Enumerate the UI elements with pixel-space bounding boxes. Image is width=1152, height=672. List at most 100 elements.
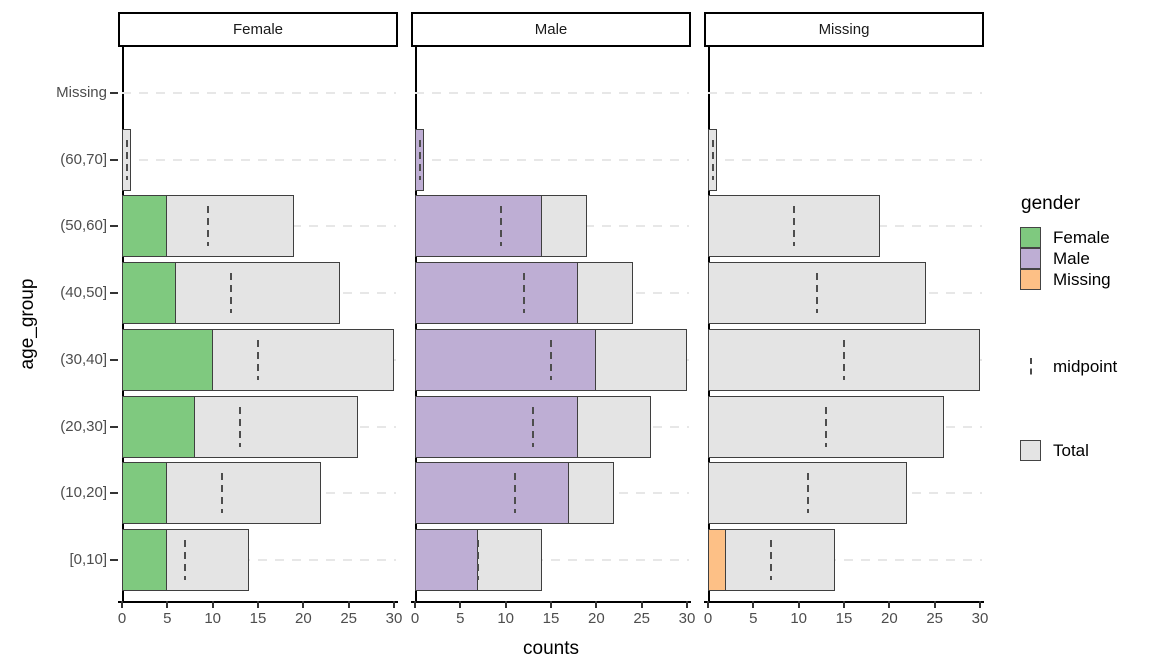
x-tick-label: 25 (340, 610, 357, 627)
y-tick-label: (40,50] (60, 284, 107, 302)
x-tick (979, 601, 981, 608)
female-bar (122, 195, 168, 258)
midpoint-marker (793, 206, 796, 247)
y-tick-label: [0,10] (69, 550, 107, 568)
legend-item-label: Female (1053, 227, 1110, 247)
midpoint-marker (550, 339, 552, 380)
x-axis-female: 0 5 10 15 20 25 30 (118, 601, 402, 633)
y-tick (110, 292, 118, 295)
x-tick-label: 10 (790, 610, 807, 627)
x-tick-label: 10 (497, 610, 514, 627)
y-tick-label: (20,30] (60, 417, 107, 435)
y-axis: Missing (60,70] (50,60] (40,50] (30,40] (20,3… (0, 47, 118, 601)
gridline (708, 92, 982, 94)
facet-strip-label: Male (534, 21, 568, 38)
facet-strip-female: Female (118, 12, 398, 47)
legend-item-midpoint: midpoint (1020, 356, 1117, 377)
missing-swatch-icon (1020, 269, 1041, 290)
midpoint-marker (207, 206, 210, 247)
female-swatch-icon (1020, 227, 1041, 248)
y-tick-label: (10,20] (60, 484, 107, 502)
legend-item-female: Female (1020, 227, 1117, 248)
midpoint-marker (513, 473, 516, 514)
x-tick (459, 601, 462, 608)
y-tick (110, 158, 118, 161)
female-bar (122, 462, 168, 525)
x-tick-label: 5 (163, 610, 172, 627)
facet-panel-female: Female (118, 12, 398, 603)
female-bar (122, 395, 195, 458)
x-tick (707, 601, 709, 608)
legend: gender Female Male Missing midpoint Tota… (1020, 193, 1117, 461)
midpoint-marker (770, 539, 773, 580)
x-tick (752, 601, 755, 608)
y-tick (110, 358, 118, 361)
facet-panel-missing: Missing (704, 12, 984, 603)
midpoint-marker (824, 406, 827, 447)
panel-plot-area-missing (704, 47, 984, 601)
legend-item-male: Male (1020, 248, 1117, 269)
legend-item-label: midpoint (1053, 356, 1118, 376)
y-tick (110, 225, 118, 228)
facet-strip-missing: Missing (704, 12, 984, 47)
x-axis-male: 0 5 10 15 20 25 30 (411, 601, 695, 633)
x-tick (595, 601, 598, 608)
legend-title: gender (1021, 193, 1081, 214)
x-tick (888, 601, 891, 608)
total-swatch-icon (1020, 440, 1041, 461)
facet-panel-male: Male (411, 12, 691, 603)
y-tick (110, 92, 118, 94)
x-axis-title: counts (523, 638, 579, 659)
x-axis-missing: 0 5 10 15 20 25 30 (704, 601, 988, 633)
gridline (122, 558, 396, 561)
x-tick-label: 30 (678, 610, 696, 627)
y-tick-label: Missing (56, 84, 107, 101)
x-tick-label: 25 (926, 610, 943, 627)
x-tick (933, 601, 936, 608)
x-tick-label: 15 (249, 610, 267, 627)
midpoint-marker (522, 273, 525, 314)
gridline (122, 92, 396, 94)
midpoint-marker (257, 339, 259, 380)
x-tick (347, 601, 350, 608)
x-tick (302, 601, 305, 608)
x-tick-label: 5 (456, 610, 465, 627)
gridline (708, 158, 982, 161)
midpoint-marker (220, 473, 223, 514)
gridline (415, 92, 689, 94)
x-tick-label: 5 (749, 610, 758, 627)
x-tick (166, 601, 169, 608)
x-tick-label: 0 (117, 610, 127, 627)
midpoint-marker (418, 139, 421, 180)
x-tick-label: 30 (385, 610, 403, 627)
panel-plot-area-male (411, 47, 691, 601)
facet-strip-label: Female (232, 21, 284, 38)
x-tick-label: 15 (542, 610, 560, 627)
gridline (415, 158, 689, 161)
midpoint-dash-icon (1020, 356, 1041, 377)
midpoint-marker (477, 539, 480, 580)
midpoint-marker (500, 206, 503, 247)
x-tick-label: 0 (703, 610, 713, 627)
x-tick-label: 0 (410, 610, 420, 627)
midpoint-marker (229, 273, 232, 314)
midpoint-marker (238, 406, 241, 447)
facet-strip-male: Male (411, 12, 691, 47)
female-bar (122, 262, 177, 325)
y-tick (110, 425, 118, 428)
x-tick (257, 601, 259, 608)
y-tick-label: (30,40] (60, 350, 107, 368)
x-tick-label: 20 (880, 610, 898, 627)
x-tick (504, 601, 507, 608)
y-tick (110, 558, 118, 561)
legend-item-missing: Missing (1020, 269, 1117, 290)
male-bar (415, 395, 579, 458)
x-tick (797, 601, 800, 608)
female-bar (122, 528, 168, 591)
x-tick (640, 601, 643, 608)
x-tick (414, 601, 416, 608)
legend-item-label: Male (1053, 248, 1090, 268)
x-tick (550, 601, 552, 608)
y-tick (110, 492, 118, 495)
